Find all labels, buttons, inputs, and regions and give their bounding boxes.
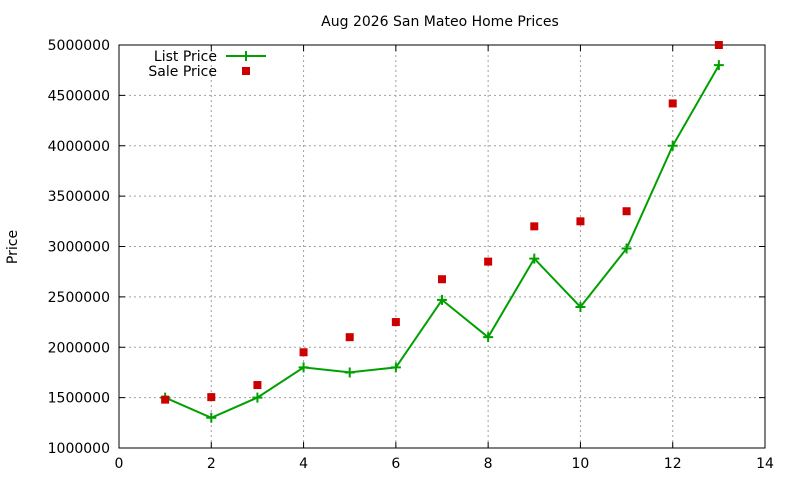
sale-price-point: [345, 333, 354, 342]
sale-price-point: [714, 41, 723, 49]
sale-price-point: [484, 257, 493, 266]
list-price-line: [164, 64, 720, 419]
sale-price-point: [253, 381, 262, 390]
x-tick-label: 12: [664, 456, 682, 472]
legend-label-list-price: List Price: [154, 49, 217, 65]
x-tick-label: 4: [299, 456, 308, 472]
legend-marker-list-price: [241, 51, 251, 61]
list-price-point: [437, 294, 447, 305]
list-price-point: [667, 140, 678, 151]
x-tick-label: 14: [756, 456, 774, 472]
x-tick-label: 8: [484, 456, 493, 472]
axis-layer: 0 2 4 6 8 10 12 14 1000000 1500000 2000000 2500000 3…: [48, 38, 774, 472]
list-price-point: [390, 362, 401, 373]
sale-price-point: [668, 99, 677, 108]
list-price-point: [206, 412, 217, 423]
sale-price-point: [161, 395, 170, 404]
x-tick-label: 0: [115, 456, 124, 472]
x-tick-label: 2: [207, 456, 216, 472]
sale-price-point: [391, 318, 400, 327]
list-price-point: [298, 362, 309, 373]
legend: List Price Sale Price: [148, 49, 266, 80]
x-tick-label: 10: [572, 456, 590, 472]
y-tick-label: 5000000: [48, 38, 110, 54]
list-price-point: [529, 253, 540, 264]
x-tick-label: 6: [391, 456, 400, 472]
list-price-point: [252, 392, 263, 403]
legend-marker-sale-price: [242, 67, 250, 75]
y-axis-label: Price: [5, 230, 21, 264]
list-price-point: [575, 301, 586, 312]
series-layer: [160, 41, 724, 423]
y-tick-label: 2000000: [48, 340, 110, 356]
y-tick-label: 3500000: [48, 189, 110, 205]
chart-title: Aug 2026 San Mateo Home Prices: [321, 14, 559, 30]
y-tick-label: 4000000: [48, 139, 110, 155]
sale-price-point: [530, 222, 539, 231]
sale-price-point: [299, 348, 308, 357]
list-price-point: [344, 367, 355, 378]
list-price-point: [621, 243, 632, 254]
y-tick-label: 2500000: [48, 290, 110, 306]
sale-price-point: [207, 393, 216, 402]
grid-layer: [119, 45, 765, 448]
y-tick-label: 1500000: [48, 391, 110, 407]
y-tick-label: 4500000: [48, 88, 110, 104]
list-price-point: [713, 60, 724, 71]
list-price-point: [483, 332, 494, 343]
sale-price-point: [438, 275, 446, 284]
y-tick-label: 1000000: [48, 441, 110, 457]
legend-label-sale-price: Sale Price: [148, 64, 217, 80]
sale-price-point: [576, 217, 585, 226]
y-tick-label: 3000000: [48, 240, 110, 256]
sale-price-point: [622, 207, 631, 216]
